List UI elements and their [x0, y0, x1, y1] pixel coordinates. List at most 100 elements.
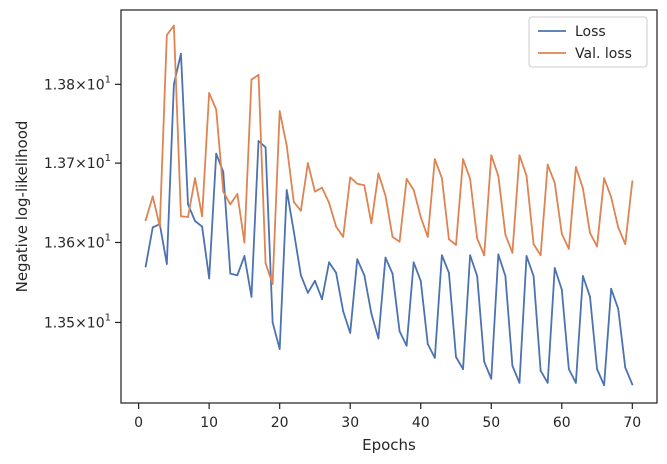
y-tick-exponent: 1 — [105, 312, 111, 323]
y-tick-mantissa: 1.38 — [44, 77, 75, 93]
x-tick-label: 0 — [134, 415, 143, 431]
data-point — [426, 343, 429, 346]
data-point — [631, 180, 634, 183]
data-point — [455, 356, 457, 358]
data-point — [356, 258, 359, 261]
data-point — [553, 267, 556, 269]
data-point — [250, 78, 253, 81]
y-tick-exponent: 1 — [105, 153, 111, 164]
x-tick-label: 60 — [553, 415, 571, 431]
data-point — [271, 321, 274, 324]
data-point — [391, 236, 394, 238]
y-tick-base: 10 — [87, 156, 105, 172]
data-point — [596, 245, 598, 248]
data-point — [624, 366, 627, 369]
data-point — [504, 275, 507, 277]
times-sign: × — [75, 77, 87, 93]
data-point — [349, 331, 352, 334]
data-point — [560, 232, 563, 235]
data-point — [299, 274, 302, 277]
y-tick-mantissa: 1.36 — [44, 235, 75, 251]
data-point — [243, 255, 246, 257]
data-point — [180, 52, 182, 55]
data-point — [511, 364, 514, 367]
data-point — [172, 24, 175, 27]
data-point — [624, 243, 627, 245]
data-point — [222, 170, 225, 173]
data-point — [229, 203, 232, 206]
data-point — [610, 287, 613, 290]
y-tick-label: 1.38×101 — [44, 74, 111, 93]
data-point — [222, 190, 225, 193]
data-point — [328, 261, 330, 264]
data-point — [292, 230, 295, 233]
legend-label: Val. loss — [575, 46, 632, 62]
data-point — [440, 254, 443, 257]
data-point — [236, 274, 239, 277]
data-point — [567, 368, 570, 370]
y-tick-mantissa: 1.37 — [44, 156, 75, 172]
data-point — [391, 272, 394, 275]
data-point — [603, 384, 606, 387]
data-point — [370, 312, 373, 315]
legend: Loss Val. loss — [528, 16, 648, 68]
data-point — [405, 344, 408, 347]
data-point — [194, 220, 196, 222]
data-point — [314, 279, 316, 282]
data-point — [271, 283, 274, 285]
y-tick-exponent: 1 — [105, 74, 111, 85]
data-point — [504, 233, 507, 236]
data-point — [201, 225, 204, 228]
data-point — [342, 310, 345, 313]
data-point — [631, 383, 634, 386]
data-point — [321, 186, 323, 189]
data-point — [448, 271, 450, 274]
data-point — [144, 219, 147, 222]
x-tick-label: 70 — [623, 415, 641, 431]
data-point — [321, 298, 323, 301]
data-point — [455, 243, 457, 246]
data-point — [342, 236, 345, 238]
data-point — [433, 356, 436, 359]
data-point — [518, 381, 521, 384]
data-point — [299, 209, 302, 212]
data-point — [328, 201, 330, 204]
data-point — [574, 166, 577, 168]
data-point — [292, 201, 295, 203]
data-point — [589, 295, 591, 298]
data-point — [285, 144, 288, 147]
legend-label: Loss — [575, 24, 606, 40]
data-point — [398, 330, 401, 333]
data-point — [511, 251, 514, 254]
data-point — [384, 256, 387, 259]
x-tick-label: 50 — [482, 415, 500, 431]
data-point — [335, 225, 338, 228]
data-point — [518, 154, 521, 157]
y-tick-label: 1.35×101 — [44, 312, 111, 331]
data-point — [363, 274, 366, 277]
x-tick-label: 30 — [341, 415, 359, 431]
data-point — [278, 110, 281, 112]
data-point — [398, 240, 401, 243]
data-point — [483, 254, 486, 257]
data-point — [546, 381, 549, 384]
data-point — [532, 275, 535, 277]
data-point — [469, 254, 472, 257]
data-point — [165, 34, 168, 36]
data-point — [370, 222, 373, 225]
data-point — [412, 261, 415, 264]
data-point — [264, 146, 267, 149]
times-sign: × — [75, 315, 87, 331]
data-point — [440, 177, 443, 180]
data-point — [243, 241, 246, 244]
data-point — [582, 187, 584, 190]
data-point — [377, 337, 380, 340]
data-point — [363, 184, 366, 187]
data-point — [285, 189, 288, 191]
y-tick-label: 1.36×101 — [44, 232, 111, 251]
data-point — [187, 203, 189, 206]
data-point — [553, 182, 556, 184]
data-point — [469, 178, 472, 180]
